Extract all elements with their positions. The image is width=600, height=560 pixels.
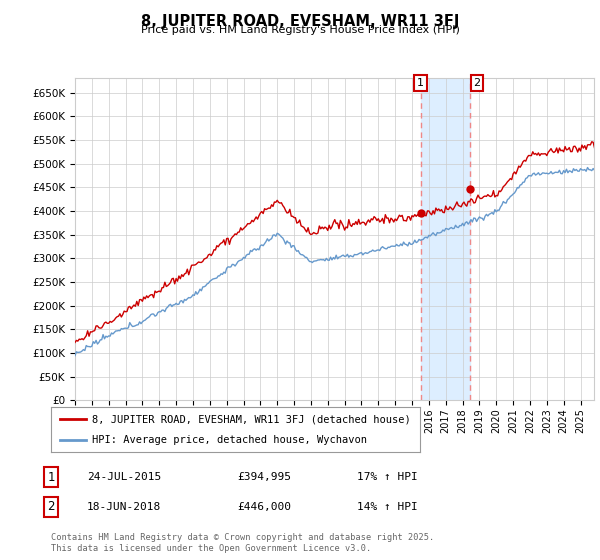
Bar — [421, 78, 470, 400]
Text: 1: 1 — [417, 78, 424, 88]
Text: 1: 1 — [47, 470, 55, 484]
Text: 2: 2 — [473, 78, 481, 88]
Text: 8, JUPITER ROAD, EVESHAM, WR11 3FJ (detached house): 8, JUPITER ROAD, EVESHAM, WR11 3FJ (deta… — [92, 414, 410, 424]
Text: £446,000: £446,000 — [237, 502, 291, 512]
Text: 24-JUL-2015: 24-JUL-2015 — [87, 472, 161, 482]
Text: Contains HM Land Registry data © Crown copyright and database right 2025.
This d: Contains HM Land Registry data © Crown c… — [51, 533, 434, 553]
Text: 17% ↑ HPI: 17% ↑ HPI — [357, 472, 418, 482]
Text: 14% ↑ HPI: 14% ↑ HPI — [357, 502, 418, 512]
Text: 8, JUPITER ROAD, EVESHAM, WR11 3FJ: 8, JUPITER ROAD, EVESHAM, WR11 3FJ — [141, 14, 459, 29]
Text: Price paid vs. HM Land Registry's House Price Index (HPI): Price paid vs. HM Land Registry's House … — [140, 25, 460, 35]
Text: 18-JUN-2018: 18-JUN-2018 — [87, 502, 161, 512]
Text: 2: 2 — [47, 500, 55, 514]
Text: £394,995: £394,995 — [237, 472, 291, 482]
Text: HPI: Average price, detached house, Wychavon: HPI: Average price, detached house, Wych… — [92, 435, 367, 445]
